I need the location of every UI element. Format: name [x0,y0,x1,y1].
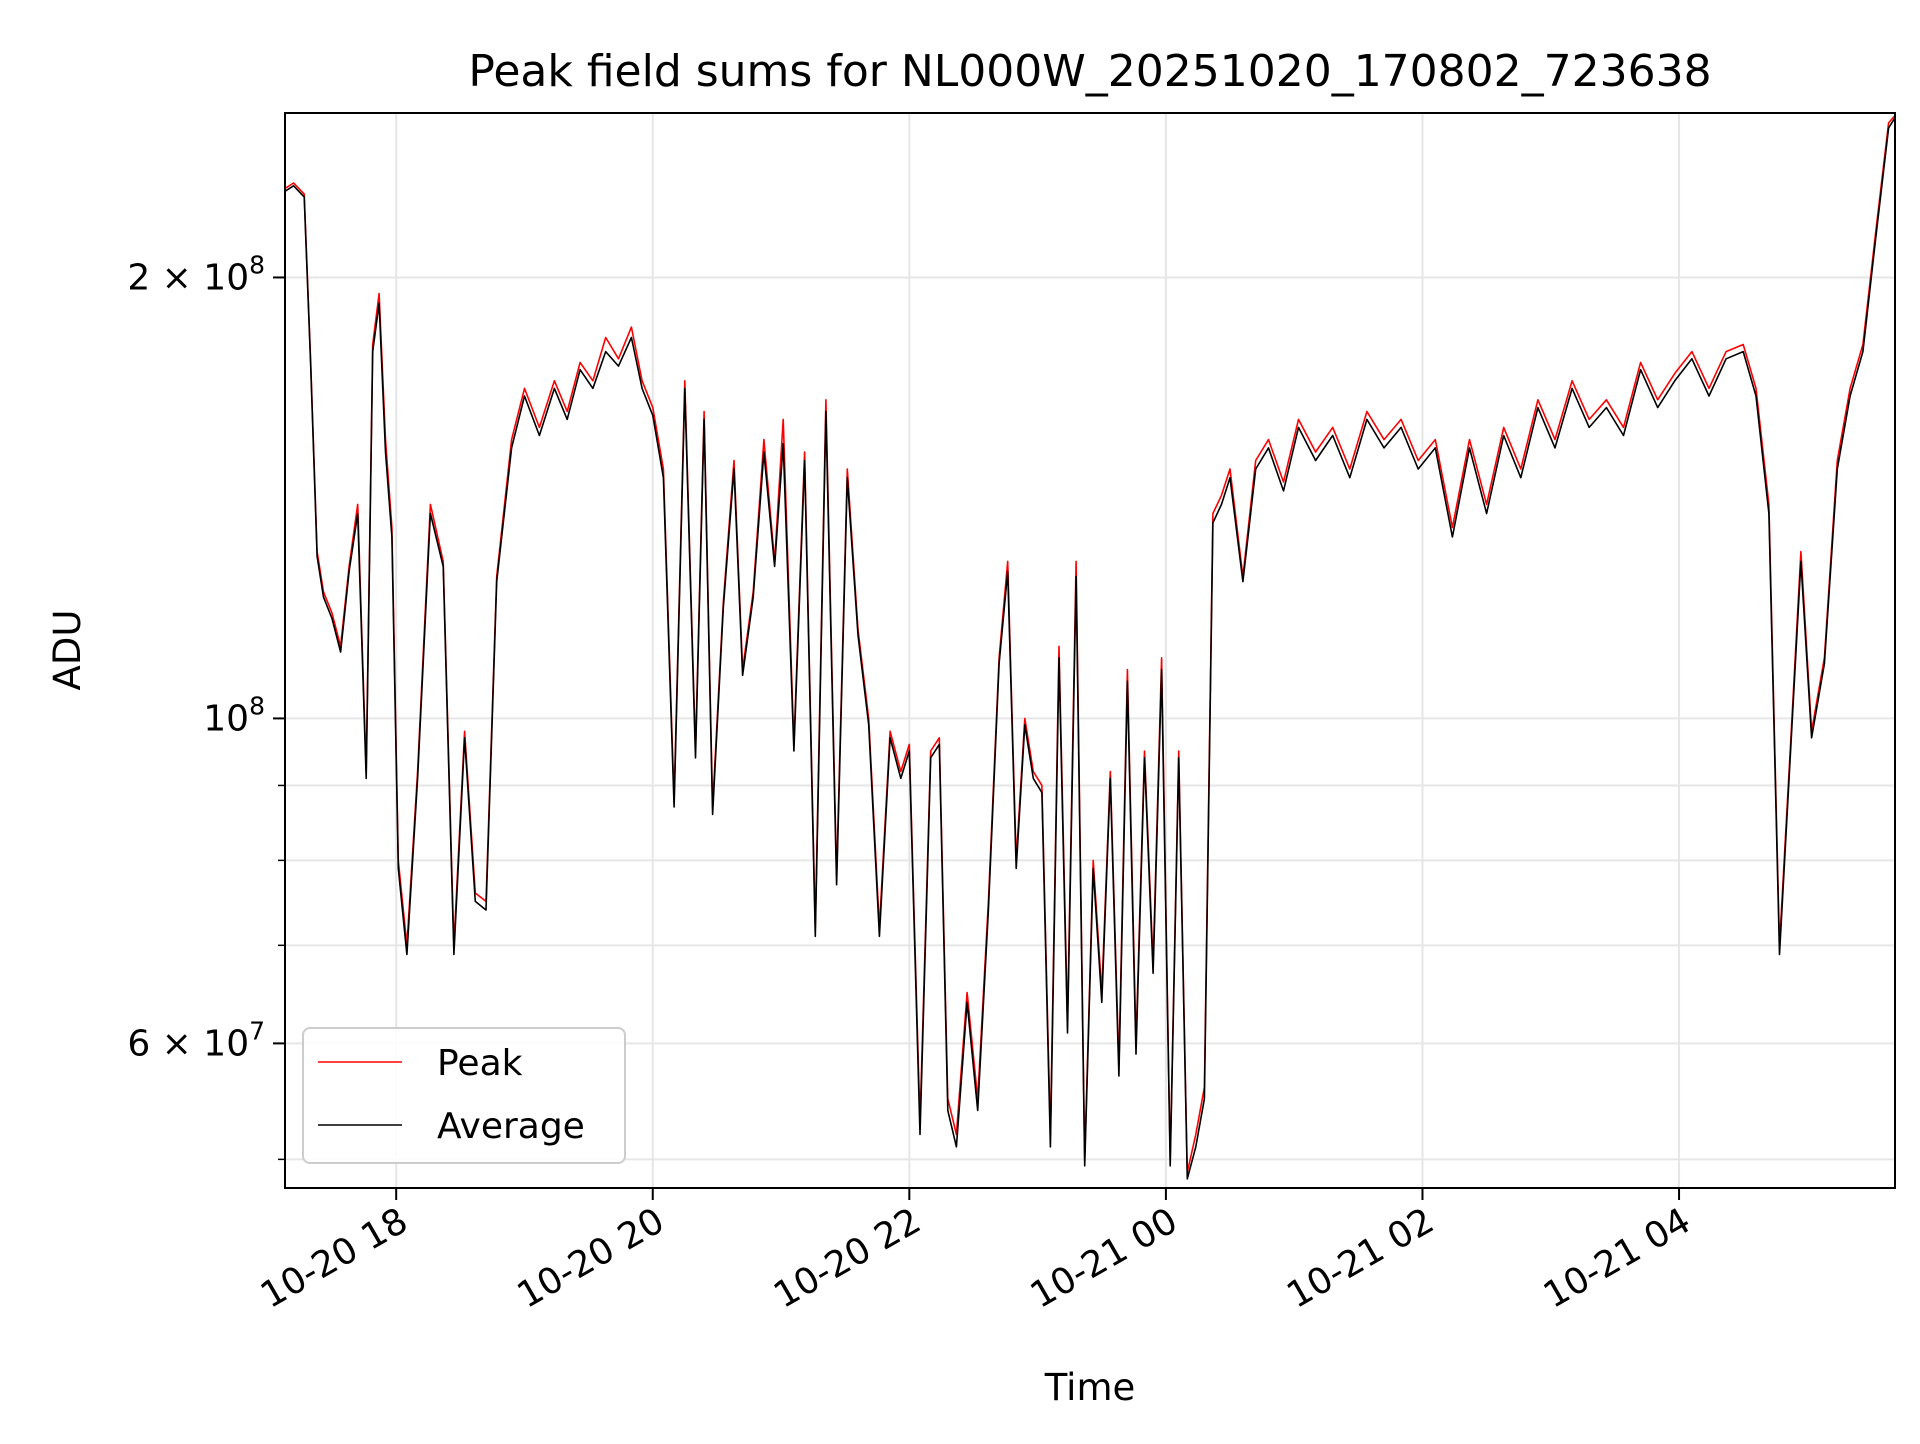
y-tick-label: 2 × 108 [127,250,265,298]
plot-area-frame [284,112,1896,1189]
y-axis-label: ADU [46,610,89,691]
legend-label-peak: Peak [437,1043,523,1084]
y-axis-ticks: 6 × 107 108 2 × 108 [127,250,285,1161]
series-line-average [285,117,1895,1180]
y-tick-label: 6 × 107 [127,1016,265,1064]
x-axis-label: Time [1044,1366,1136,1409]
y-tick-label: 108 [203,691,265,739]
legend-label-average: Average [437,1106,585,1147]
legend: Peak Average [302,1027,626,1164]
chart-title: Peak field sums for NL000W_20251020_1708… [468,46,1711,97]
series-lines [285,114,1895,1180]
